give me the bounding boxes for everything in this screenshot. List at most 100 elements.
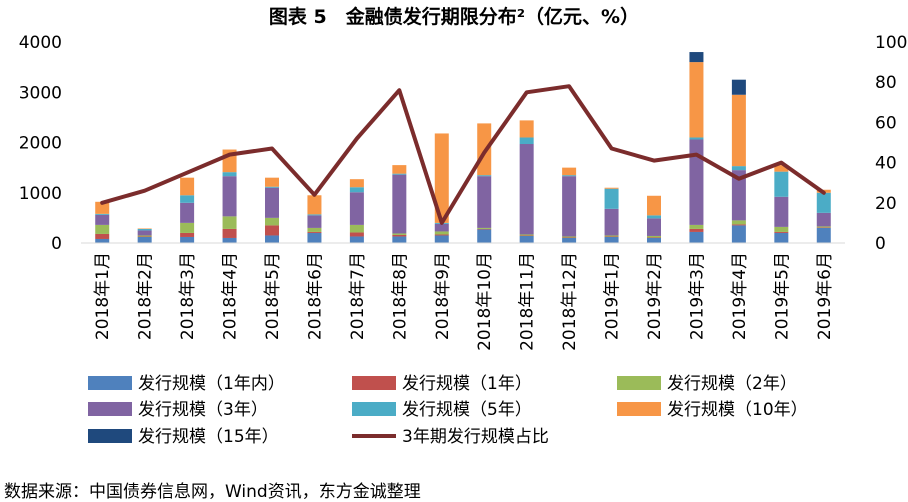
bar-segment xyxy=(180,236,195,243)
x-tick-label: 2018年6月 xyxy=(305,252,325,340)
bar-segment xyxy=(392,233,407,235)
bar-segment xyxy=(222,176,237,217)
legend-label: 3年期发行规模占比 xyxy=(402,427,549,447)
bar-segment xyxy=(222,228,237,238)
bar-segment xyxy=(731,220,746,225)
legend-swatch xyxy=(88,376,132,390)
x-tick-label: 2018年7月 xyxy=(348,252,368,340)
bar-segment xyxy=(604,236,619,243)
bar-segment xyxy=(265,186,279,188)
legend-label: 发行规模（3年） xyxy=(138,400,268,420)
bar-segment xyxy=(519,120,534,138)
bar-segment xyxy=(647,235,661,238)
bar-segment xyxy=(604,236,619,237)
bar-segment xyxy=(307,231,322,233)
bar-segment xyxy=(477,229,492,243)
bar-segment xyxy=(647,237,661,238)
bar-segment xyxy=(647,237,661,243)
bar-segment xyxy=(392,173,407,175)
bar-segment xyxy=(731,79,746,95)
y-right-tick-label: 40 xyxy=(875,154,897,174)
bar-segment xyxy=(604,187,619,189)
legend-label: 发行规模（5年） xyxy=(402,400,532,420)
bar-segment xyxy=(180,202,195,223)
bar-segment xyxy=(349,187,364,193)
x-tick-label: 2018年11月 xyxy=(518,252,538,351)
legend-label: 发行规模（1年） xyxy=(402,374,532,394)
bar-segment xyxy=(774,226,789,232)
x-tick-label: 2019年5月 xyxy=(772,252,792,340)
bar-segment xyxy=(137,228,152,231)
bar-segment xyxy=(647,215,661,219)
x-tick-label: 2018年3月 xyxy=(178,252,198,340)
bar-segment xyxy=(137,228,152,229)
bar-segment xyxy=(774,171,789,197)
bar-segment xyxy=(95,213,110,215)
bar-segment xyxy=(774,232,789,243)
bar-segment xyxy=(392,236,407,243)
x-tick-label: 2019年2月 xyxy=(645,252,665,340)
bar-segment xyxy=(477,176,492,228)
legend-swatch xyxy=(88,402,132,416)
bar-segment xyxy=(95,214,110,225)
bar-segment xyxy=(137,236,152,237)
bar-segment xyxy=(392,234,407,237)
x-tick-label: 2018年2月 xyxy=(136,252,156,340)
bar-segment xyxy=(774,165,789,172)
legend-swatch xyxy=(352,402,396,416)
legend-label: 发行规模（1年内） xyxy=(138,374,285,394)
bar-segment xyxy=(816,226,831,228)
y-right-tick-label: 100 xyxy=(875,33,907,53)
bar-segment xyxy=(307,195,322,215)
bar-segment xyxy=(349,236,364,243)
bar-segment xyxy=(477,227,492,229)
bar-segment xyxy=(265,235,279,243)
bar-segment xyxy=(180,232,195,237)
bar-segment xyxy=(647,195,661,216)
x-axis: 2018年1月 2018年2月 2018年3月 2018年4月 2018年5月 2018年… xyxy=(81,242,845,351)
bar-segment xyxy=(689,52,704,63)
bar-segment xyxy=(265,225,279,236)
bar-segment xyxy=(265,187,279,218)
bar-segment xyxy=(349,192,364,225)
bar-segment xyxy=(604,188,619,209)
bar-segment xyxy=(222,237,237,243)
y-left-tick-label: 3000 xyxy=(19,83,62,103)
bar-segment xyxy=(689,137,704,140)
bar-segment xyxy=(731,224,746,226)
y-left-tick-label: 1000 xyxy=(19,184,62,204)
y-right-tick-label: 0 xyxy=(875,234,886,254)
bar-segment xyxy=(349,232,364,237)
legend-swatch xyxy=(88,429,132,443)
bar-segment xyxy=(816,227,831,228)
legend-swatch xyxy=(617,402,661,416)
bar-segment xyxy=(477,228,492,230)
bar-segment xyxy=(95,238,110,243)
bar-segment xyxy=(434,223,449,232)
bar-segment xyxy=(307,215,322,228)
bar-segment xyxy=(95,201,110,214)
bar-segment xyxy=(562,176,577,237)
x-tick-label: 2018年9月 xyxy=(433,252,453,340)
bar-segment xyxy=(434,231,449,235)
bar-segment xyxy=(265,177,279,187)
x-tick-label: 2019年3月 xyxy=(687,252,707,340)
x-tick-label: 2019年6月 xyxy=(815,252,835,340)
bar-segment xyxy=(519,235,534,236)
source-note: 数据来源：中国债券信息网，Wind资讯，东方金诚整理 xyxy=(4,482,421,502)
bar-segment xyxy=(774,196,789,227)
x-tick-label: 2018年1月 xyxy=(93,252,113,340)
bar-segment xyxy=(137,236,152,243)
bar-segment xyxy=(647,218,661,236)
bar-segment xyxy=(137,230,152,236)
bar-segment xyxy=(604,208,619,236)
bar-segment xyxy=(816,192,831,213)
bar-segment xyxy=(307,232,322,243)
bar-segment xyxy=(689,62,704,138)
x-tick-label: 2019年4月 xyxy=(730,252,750,340)
bar-segment xyxy=(519,234,534,236)
x-tick-label: 2018年12月 xyxy=(560,252,580,351)
bar-segment xyxy=(731,225,746,243)
bar-segment xyxy=(392,165,407,174)
